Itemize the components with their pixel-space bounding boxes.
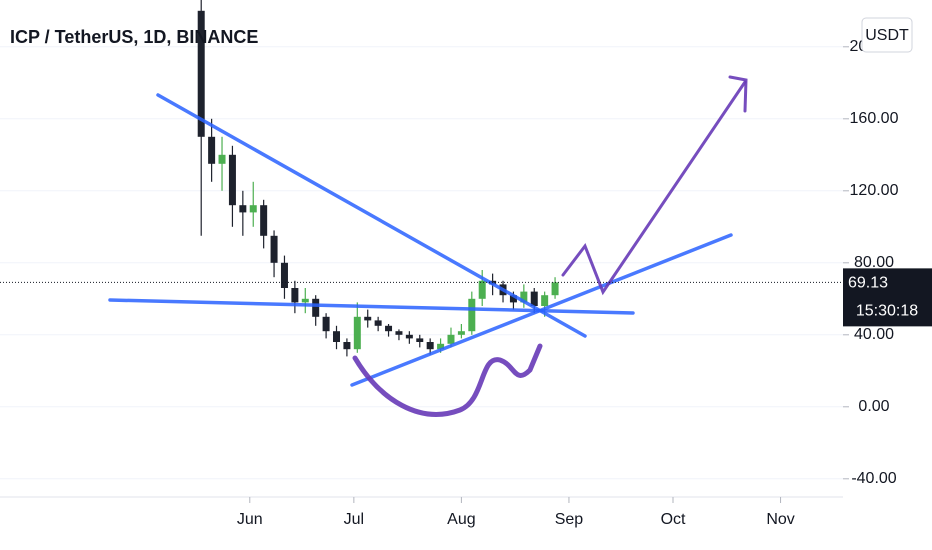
x-tick-label: Sep — [555, 511, 584, 528]
candle-body — [208, 136, 216, 164]
candle-body — [395, 331, 403, 335]
candle-body — [457, 331, 465, 335]
candle-body — [437, 343, 445, 350]
y-tick-label: 80.00 — [854, 254, 894, 271]
candle-body — [239, 205, 247, 213]
candle-body — [228, 154, 236, 206]
currency-button[interactable] — [861, 17, 913, 53]
last-price-label: 69.13 — [848, 275, 888, 292]
candle-body — [530, 291, 538, 306]
candle-body — [333, 331, 341, 342]
candle-body — [364, 316, 372, 321]
trend-line — [108, 298, 635, 315]
candle-body — [509, 295, 517, 303]
y-tick-label: 0.00 — [858, 398, 889, 415]
candle-body — [551, 282, 559, 296]
candle-body — [416, 338, 424, 342]
countdown-label: 15:30:18 — [856, 303, 918, 320]
candle-body — [385, 325, 393, 332]
x-tick-label: Oct — [661, 511, 686, 528]
y-tick-label: 40.00 — [854, 326, 894, 343]
arrow-head — [728, 75, 748, 113]
projection-arrow — [561, 80, 747, 296]
x-tick-label: Nov — [766, 511, 794, 528]
candle-body — [405, 334, 413, 339]
y-tick-label: 160.00 — [850, 110, 899, 127]
candle-body — [322, 316, 330, 332]
cup-curve — [352, 343, 543, 417]
candle-body — [249, 205, 257, 213]
currency-label[interactable]: USDT — [865, 27, 909, 44]
candle-body — [447, 334, 455, 344]
x-tick-label: Jul — [344, 511, 364, 528]
candle-body — [343, 342, 351, 350]
candle-body — [218, 154, 226, 164]
grid — [0, 46, 843, 480]
axes: -40.000.0040.0080.00120.00160.00200.00Ju… — [0, 38, 932, 528]
trend-line — [156, 93, 587, 338]
candle-body — [301, 298, 309, 303]
candle-body — [197, 10, 205, 137]
trend-line — [350, 233, 733, 387]
candle-body — [468, 298, 476, 332]
chart-title: ICP / TetherUS, 1D, BINANCE — [10, 27, 258, 47]
candle-body — [260, 205, 268, 236]
candle-body — [270, 235, 278, 263]
candle-body — [541, 295, 549, 306]
x-tick-label: Aug — [447, 511, 475, 528]
candle-body — [520, 291, 528, 303]
candle-body — [478, 280, 486, 299]
candle-body — [280, 262, 288, 288]
candle-body — [312, 298, 320, 317]
y-tick-label: -40.00 — [851, 470, 896, 487]
x-tick-label: Jun — [237, 511, 263, 528]
drawings — [108, 75, 748, 417]
candle-body — [426, 342, 434, 350]
y-tick-label: 120.00 — [850, 182, 899, 199]
price-label-box — [843, 268, 932, 327]
candle-body — [374, 320, 382, 326]
candle-body — [291, 288, 299, 303]
candle-body — [353, 316, 361, 350]
